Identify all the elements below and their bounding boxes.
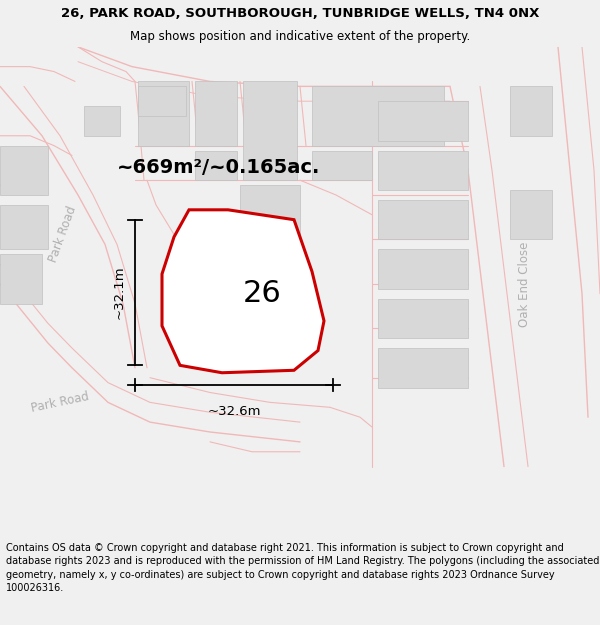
Polygon shape: [195, 151, 237, 180]
Polygon shape: [378, 348, 468, 388]
Polygon shape: [378, 101, 468, 141]
Polygon shape: [378, 249, 468, 289]
Text: 26: 26: [243, 279, 281, 309]
Polygon shape: [195, 81, 237, 146]
Text: Map shows position and indicative extent of the property.: Map shows position and indicative extent…: [130, 30, 470, 43]
Text: ~32.1m: ~32.1m: [113, 266, 126, 319]
Polygon shape: [162, 210, 324, 372]
Text: ~32.6m: ~32.6m: [207, 405, 261, 418]
Polygon shape: [138, 86, 186, 116]
Polygon shape: [0, 254, 42, 304]
Polygon shape: [510, 190, 552, 239]
Polygon shape: [84, 106, 120, 136]
Polygon shape: [510, 86, 552, 136]
Text: Park Road: Park Road: [47, 204, 79, 264]
Polygon shape: [378, 200, 468, 239]
Polygon shape: [378, 151, 468, 190]
Polygon shape: [378, 299, 468, 338]
Polygon shape: [312, 86, 444, 146]
Text: ~669m²/~0.165ac.: ~669m²/~0.165ac.: [117, 158, 320, 177]
Text: 26, PARK ROAD, SOUTHBOROUGH, TUNBRIDGE WELLS, TN4 0NX: 26, PARK ROAD, SOUTHBOROUGH, TUNBRIDGE W…: [61, 7, 539, 19]
Polygon shape: [240, 185, 300, 234]
Text: Contains OS data © Crown copyright and database right 2021. This information is : Contains OS data © Crown copyright and d…: [6, 543, 599, 592]
Polygon shape: [312, 151, 372, 180]
Polygon shape: [0, 146, 48, 195]
Text: Park Road: Park Road: [30, 390, 90, 415]
Polygon shape: [138, 81, 189, 146]
Polygon shape: [243, 81, 297, 180]
Text: Oak End Close: Oak End Close: [518, 241, 532, 326]
Polygon shape: [0, 205, 48, 249]
